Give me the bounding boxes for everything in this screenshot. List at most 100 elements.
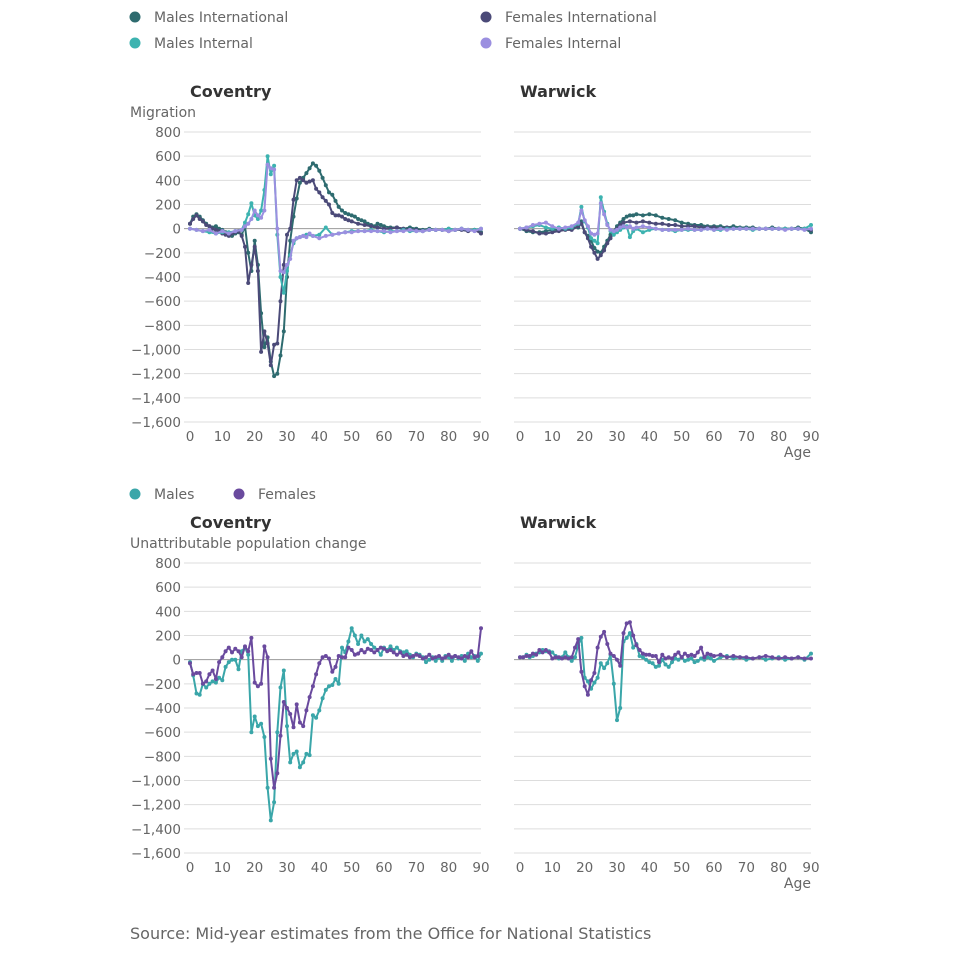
legend-label: Males International bbox=[154, 10, 288, 26]
data-point bbox=[356, 651, 361, 656]
data-point bbox=[543, 648, 548, 652]
panel-title: Coventry bbox=[190, 513, 272, 532]
data-point bbox=[673, 656, 678, 661]
data-point bbox=[809, 223, 813, 227]
data-point bbox=[611, 681, 616, 686]
data-point bbox=[323, 654, 328, 658]
data-point bbox=[200, 229, 205, 234]
data-point bbox=[265, 341, 270, 346]
data-point bbox=[285, 262, 289, 267]
data-point bbox=[210, 226, 215, 231]
x-tick-label: 70 bbox=[738, 860, 755, 876]
data-point bbox=[307, 231, 312, 236]
data-point bbox=[336, 213, 341, 218]
x-tick-label: 40 bbox=[311, 860, 328, 876]
data-point bbox=[188, 221, 192, 226]
panel-title: Warwick bbox=[520, 513, 597, 532]
data-point bbox=[275, 371, 280, 376]
data-point bbox=[679, 224, 684, 229]
data-point bbox=[330, 669, 335, 674]
data-point bbox=[440, 227, 445, 232]
x-tick-label: 0 bbox=[516, 429, 525, 445]
series-line bbox=[189, 176, 482, 367]
data-point bbox=[340, 208, 344, 213]
y-tick-label: −800 bbox=[144, 749, 181, 765]
data-point bbox=[579, 221, 584, 226]
legend-item-males-internal: Males Internal bbox=[129, 36, 253, 52]
series-males-international bbox=[188, 161, 483, 379]
data-point bbox=[692, 654, 697, 658]
series-females-international bbox=[518, 219, 813, 261]
data-point bbox=[647, 660, 652, 665]
data-point bbox=[527, 654, 532, 658]
data-point bbox=[724, 227, 729, 232]
y-tick-label: −1,200 bbox=[131, 367, 181, 383]
series-line bbox=[519, 213, 812, 254]
legend-item-females-internal: Females Internal bbox=[480, 36, 621, 52]
data-point bbox=[712, 654, 716, 658]
chart-2: Males Females Unattributable population ch… bbox=[129, 487, 820, 892]
data-point bbox=[294, 196, 299, 201]
data-point bbox=[585, 224, 590, 229]
data-point bbox=[660, 227, 665, 232]
data-point bbox=[653, 226, 658, 231]
data-point bbox=[314, 672, 319, 677]
data-point bbox=[233, 646, 238, 651]
data-point bbox=[427, 227, 432, 232]
y-tick-label: −1,000 bbox=[131, 343, 181, 359]
data-point bbox=[744, 655, 749, 660]
data-point bbox=[294, 236, 299, 241]
data-point bbox=[340, 655, 344, 660]
data-point bbox=[291, 725, 296, 730]
data-point bbox=[320, 195, 325, 200]
data-point bbox=[191, 672, 196, 677]
data-point bbox=[310, 684, 315, 689]
data-point bbox=[731, 654, 736, 658]
data-point bbox=[349, 648, 354, 652]
data-point bbox=[356, 229, 361, 234]
data-point bbox=[459, 226, 464, 231]
x-tick-label: 90 bbox=[802, 429, 819, 445]
x-tick-label: 40 bbox=[641, 860, 658, 876]
data-point bbox=[666, 217, 671, 221]
data-point bbox=[194, 213, 199, 218]
legend-item-males: Males bbox=[129, 487, 194, 503]
data-point bbox=[666, 223, 671, 227]
data-point bbox=[307, 166, 312, 171]
data-point bbox=[223, 649, 228, 654]
data-point bbox=[602, 248, 607, 253]
series-females-internal bbox=[188, 162, 483, 275]
data-point bbox=[204, 223, 209, 227]
data-point bbox=[336, 231, 341, 236]
data-point bbox=[275, 771, 280, 776]
data-point bbox=[365, 646, 370, 651]
data-point bbox=[210, 668, 215, 673]
data-point bbox=[705, 651, 710, 656]
data-point bbox=[624, 214, 629, 219]
data-point bbox=[236, 649, 241, 654]
data-point bbox=[802, 227, 807, 232]
data-point bbox=[194, 671, 199, 675]
data-point bbox=[718, 226, 723, 231]
data-point bbox=[304, 235, 309, 240]
data-point bbox=[647, 225, 652, 230]
data-point bbox=[472, 229, 477, 234]
data-point bbox=[602, 212, 607, 217]
data-point bbox=[449, 655, 454, 660]
data-point bbox=[598, 661, 603, 666]
x-tick-label: 40 bbox=[641, 429, 658, 445]
data-point bbox=[333, 198, 338, 203]
data-point bbox=[585, 236, 590, 241]
data-point bbox=[475, 658, 480, 663]
series-line bbox=[189, 162, 482, 378]
data-point bbox=[388, 230, 393, 235]
data-point bbox=[576, 220, 581, 225]
data-point bbox=[233, 657, 238, 662]
data-point bbox=[304, 708, 309, 713]
data-point bbox=[333, 677, 338, 681]
data-point bbox=[417, 654, 422, 658]
data-point bbox=[657, 660, 661, 665]
data-point bbox=[314, 163, 319, 168]
data-point bbox=[456, 655, 461, 660]
data-point bbox=[666, 655, 671, 660]
